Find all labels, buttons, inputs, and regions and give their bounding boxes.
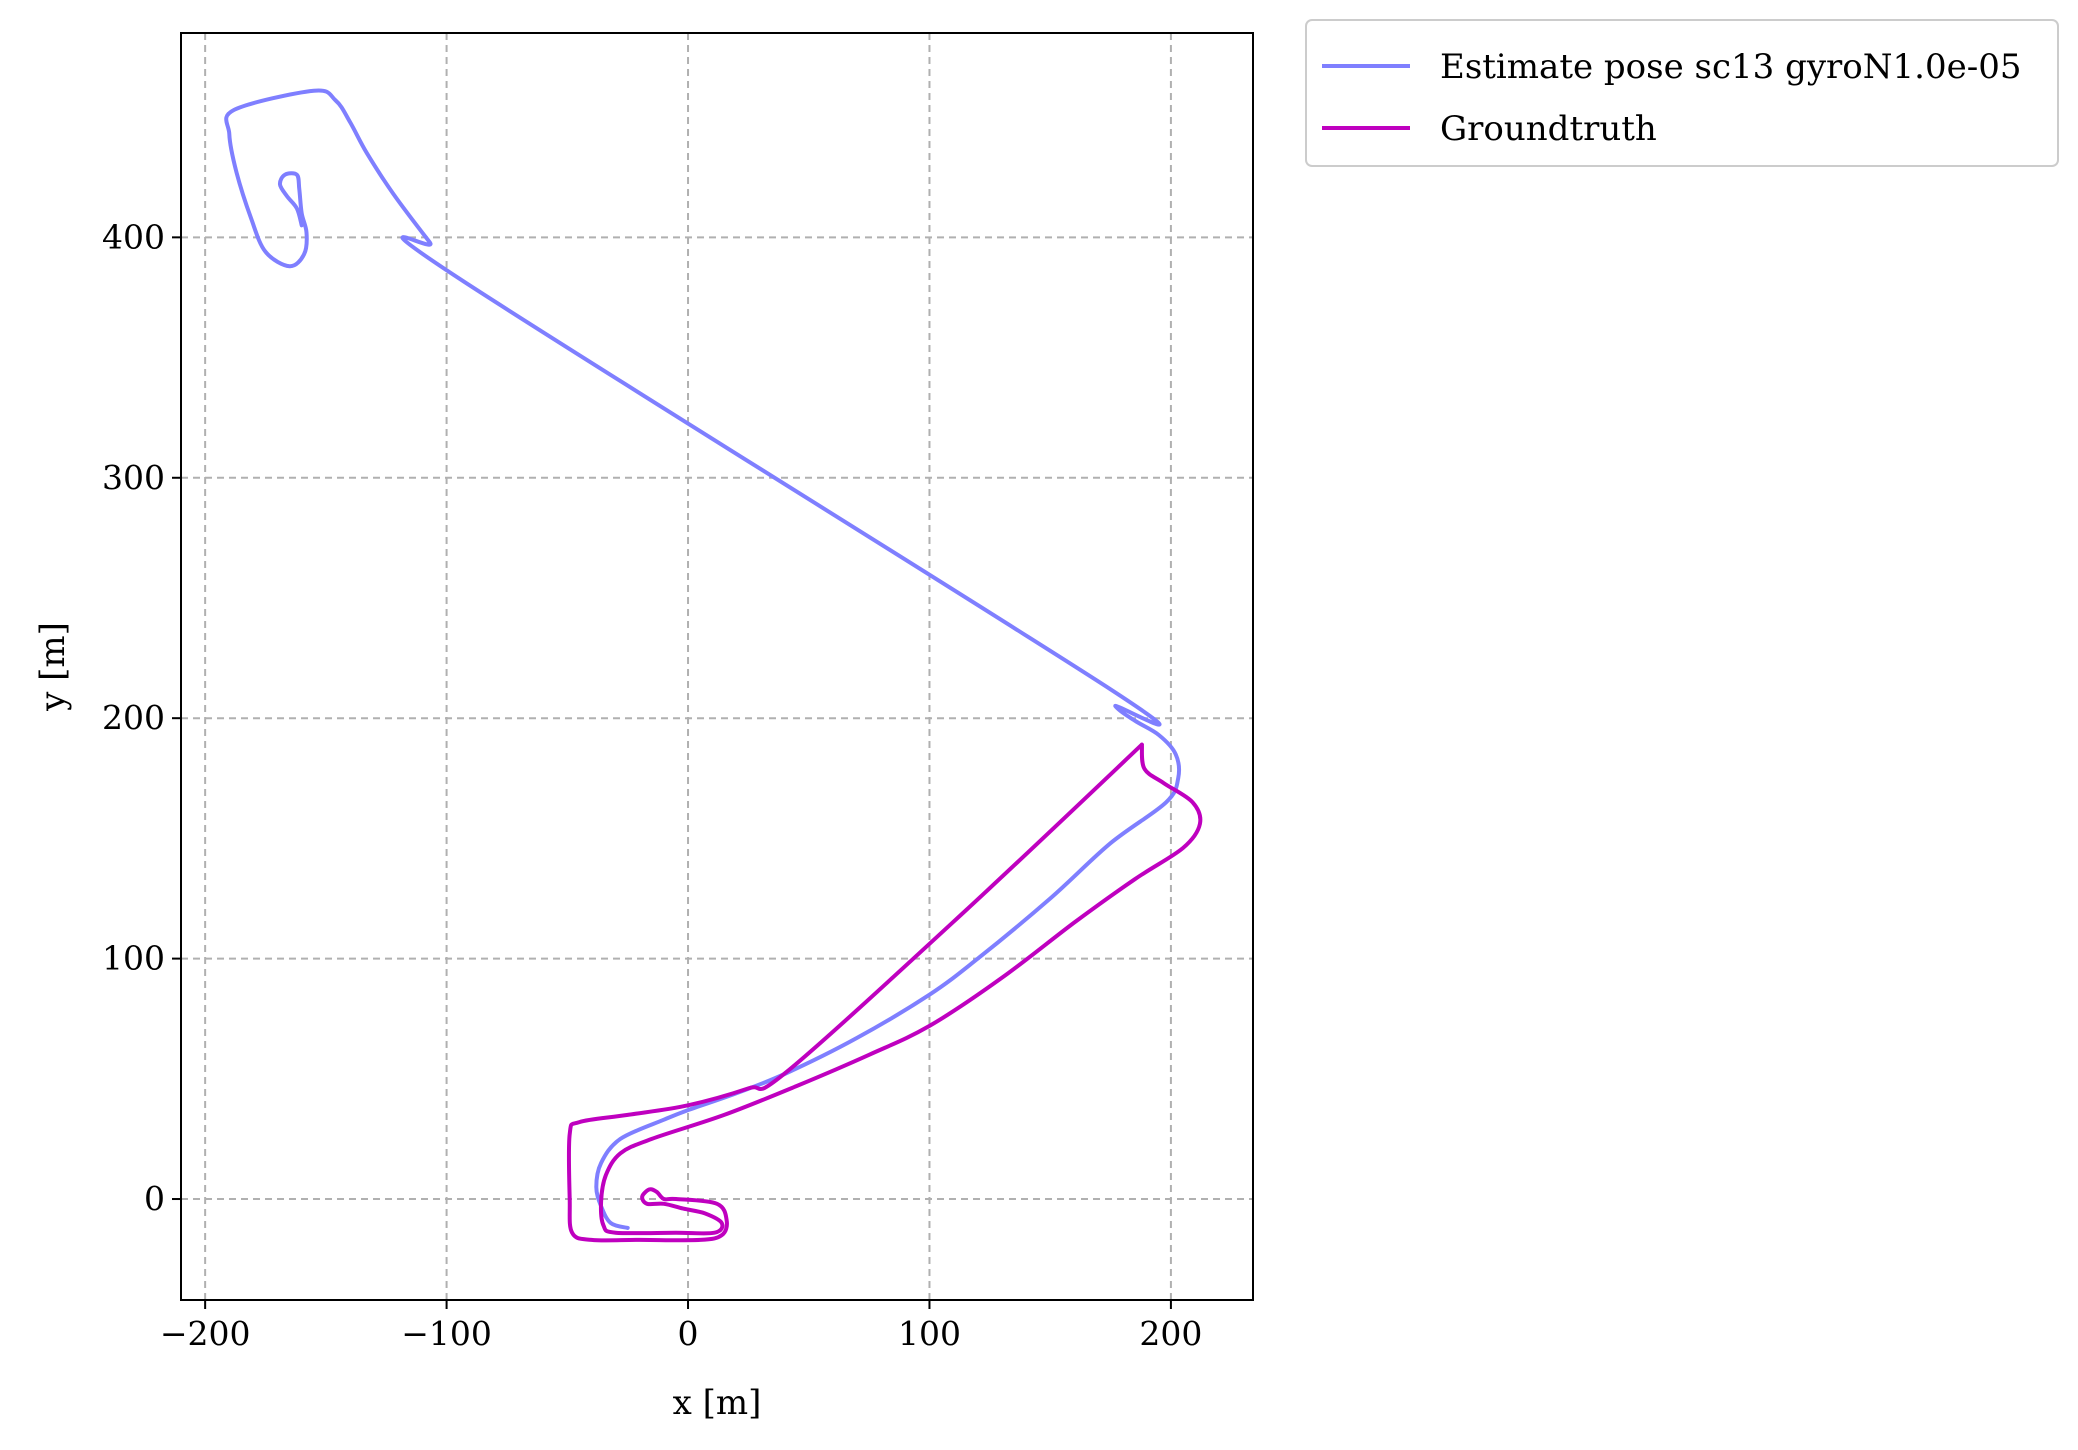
legend-label-groundtruth: Groundtruth [1440,109,1657,149]
axis-ticks: −200 −100 0 100 200 0 100 200 300 400 [102,217,1202,1353]
y-tick-label: 300 [102,458,165,497]
series-layer [224,88,1203,1243]
series-line-estimate [224,88,1181,1230]
y-axis-label: y [m] [33,622,73,712]
y-tick-label: 200 [102,698,165,737]
x-axis-label: x [m] [673,1383,762,1423]
y-tick-label: 400 [102,217,165,256]
legend: Estimate pose sc13 gyroN1.0e-05 Groundtr… [1305,19,2059,167]
y-tick-label: 0 [144,1179,165,1218]
x-tick-label: −200 [160,1314,251,1353]
x-tick-label: 200 [1139,1314,1202,1353]
legend-box [1305,19,2059,167]
series-line-groundtruth [566,742,1203,1243]
x-tick-label: 0 [678,1314,699,1353]
y-tick-label: 100 [102,939,165,978]
legend-label-estimate: Estimate pose sc13 gyroN1.0e-05 [1440,47,2021,87]
grid [181,33,1253,1300]
x-tick-label: −100 [401,1314,492,1353]
x-tick-label: 100 [898,1314,961,1353]
plot-frame [180,32,1254,1301]
